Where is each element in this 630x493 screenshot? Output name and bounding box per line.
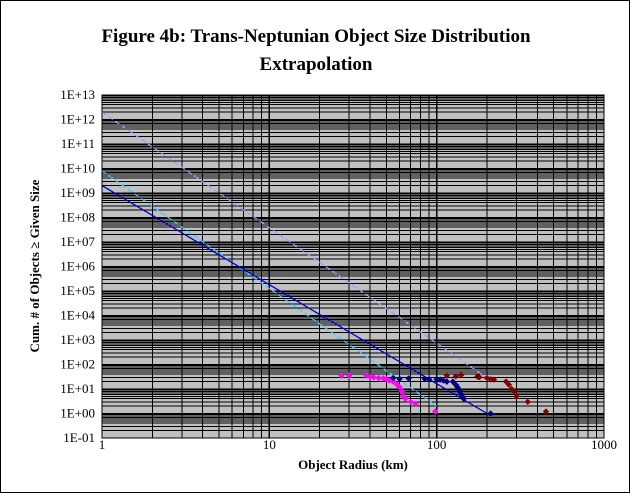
y-tick-label: 1E+05 xyxy=(60,283,95,298)
plot-border xyxy=(101,94,605,439)
data-point xyxy=(513,393,520,400)
data-point xyxy=(476,374,483,381)
data-point xyxy=(431,408,439,415)
data-point xyxy=(425,376,433,383)
data-point xyxy=(457,371,465,379)
chart-title-line-1: Figure 4b: Trans-Neptunian Object Size D… xyxy=(101,26,531,47)
chart-title: Figure 4b: Trans-Neptunian Object Size D… xyxy=(1,23,629,79)
grid xyxy=(101,95,604,439)
data-point xyxy=(338,372,345,379)
data-point xyxy=(443,378,451,385)
y-tick-label: 1E+13 xyxy=(60,87,95,102)
data-point xyxy=(390,378,397,385)
data-point xyxy=(390,374,397,382)
data-point xyxy=(402,395,409,402)
y-tick-label: 1E-01 xyxy=(63,430,95,445)
x-tick-label: 100 xyxy=(427,437,447,452)
data-point xyxy=(396,375,403,383)
x-tick-label: 1000 xyxy=(591,437,617,452)
data-point xyxy=(412,400,419,407)
series-group xyxy=(102,111,550,417)
data-point xyxy=(398,388,406,395)
trend-line-2 xyxy=(102,170,438,407)
trend-line-3 xyxy=(102,185,488,415)
data-point xyxy=(375,374,382,382)
y-tick-label: 1E+03 xyxy=(60,332,95,347)
x-tick-label: 1 xyxy=(99,437,106,452)
y-tick-label: 1E+06 xyxy=(60,259,95,274)
data-point xyxy=(443,372,451,379)
x-tick-label: 10 xyxy=(263,437,276,452)
data-point xyxy=(421,375,429,383)
data-point xyxy=(407,398,414,406)
y-tick-label: 1E+04 xyxy=(60,308,95,323)
chart-title-line-2: Extrapolation xyxy=(259,54,373,75)
data-point xyxy=(524,398,531,406)
data-point xyxy=(510,388,518,395)
data-point xyxy=(460,395,467,402)
data-point xyxy=(542,408,550,415)
y-tick-label: 1E+10 xyxy=(60,161,95,176)
data-point xyxy=(396,383,403,391)
data-point xyxy=(405,375,412,382)
y-tick-label: 1E+11 xyxy=(61,136,95,151)
data-point xyxy=(345,372,353,379)
data-point xyxy=(452,373,459,380)
y-tick-label: 1E+07 xyxy=(60,234,95,249)
data-point xyxy=(505,381,513,388)
y-tick-label: 1E+08 xyxy=(60,210,95,225)
y-tick-label: 1E+00 xyxy=(60,406,95,421)
y-tick-label: 1E+01 xyxy=(60,381,95,396)
x-axis-label: Object Radius (km) xyxy=(298,457,408,472)
y-tick-label: 1E+12 xyxy=(60,112,95,127)
data-point xyxy=(490,376,498,383)
trend-line-1 xyxy=(102,111,488,379)
y-tick-label: 1E+09 xyxy=(60,185,95,200)
data-point xyxy=(370,374,377,381)
data-point xyxy=(508,385,515,393)
data-point xyxy=(487,410,494,417)
y-tick-label: 1E+02 xyxy=(60,357,95,372)
